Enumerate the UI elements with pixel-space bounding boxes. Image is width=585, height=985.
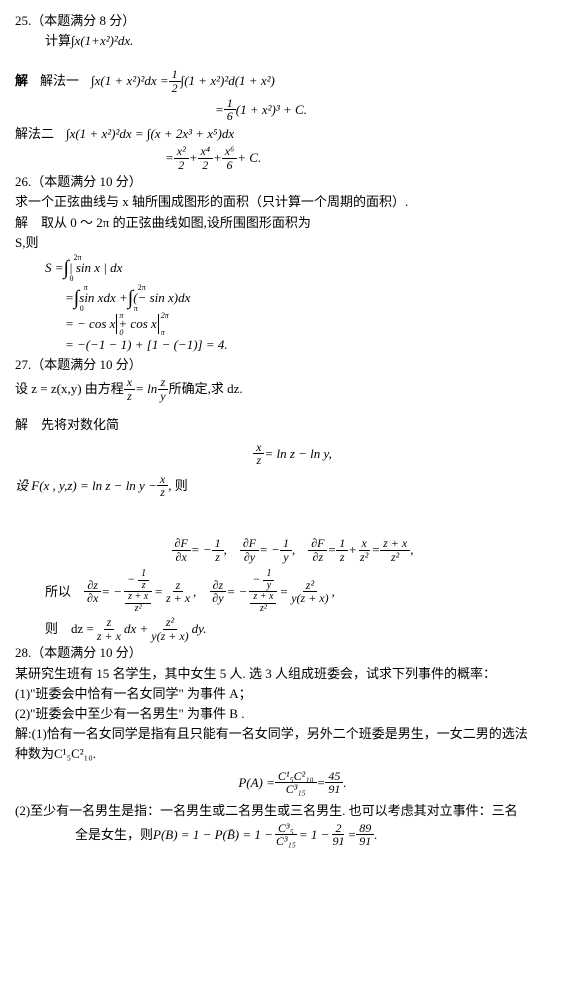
eval-bar-icon: 2ππ [158, 314, 159, 334]
q28-s1-post: 种数为C¹₅C²₁₀. [15, 745, 570, 763]
q26-header: 26.（本题满分 10 分） [15, 173, 570, 191]
q28-s1-pre: 解:(1)恰有一名女同学是指有且只能有一名女同学，另外二个班委是男生，一女二男的… [15, 725, 570, 743]
q25-m2: 解法二 ∫x(1 + x²)²dx = ∫(x + 2x³ + x⁵)dx [15, 125, 570, 143]
q25-m1-l1-lhs: ∫x(1 + x²)²dx = [91, 72, 169, 90]
integral-icon: ∫2π0 [64, 254, 69, 282]
q25-sol-label: 解 [15, 72, 28, 90]
q28-pa: P(A) = C¹₅C²₁₀C³₁₅ = 4591 . [15, 770, 570, 796]
integral-icon: ∫2ππ [128, 284, 133, 312]
q27-prompt: 设 z = z(x,y) 由方程 xz = ln zy 所确定,求 dz. [15, 376, 570, 402]
q28-p1: (1)"班委会中恰有一名女同学" 为事件 A； [15, 685, 570, 703]
q27-then: 则 dz = zz + x dx + z²y(z + x) dy. [45, 616, 570, 642]
q26-sol-l1: 解 取从 0 ～ 2π 的正弦曲线如图,设所围图形面积为 [15, 214, 570, 232]
q25-m1-l1-f1: 12 [169, 68, 181, 94]
q28-header: 28.（本题满分 10 分） [15, 644, 570, 662]
integral-icon: ∫π0 [74, 284, 79, 312]
q28-s2-l1: (2)至少有一名男生是指：一名男生或二名男生或三名男生. 也可以考虑其对立事件：… [15, 802, 570, 820]
q26-eq3: = − cos x π0 + cos x 2ππ [65, 314, 570, 334]
eval-bar-icon: π0 [116, 314, 117, 334]
q25-prompt-pre: 计算 [45, 32, 71, 50]
q25-m1-l2: = 16 (1 + x²)³ + C. [215, 97, 570, 123]
q26-eq4: = −(−1 − 1) + [1 − (−1)] = 4. [65, 336, 570, 354]
q25-prompt-math: ∫x(1+x²)²dx. [71, 32, 133, 50]
q25-m1-l1-rhs: ∫(1 + x²)²d(1 + x²) [181, 72, 275, 90]
q27-header: 27.（本题满分 10 分） [15, 356, 570, 374]
q28-p2: (2)"班委会中至少有一名男生" 为事件 B . [15, 705, 570, 723]
q27-so: 所以 ∂z∂x = − − 1z z + xz² = zz + x , ∂z∂y… [45, 569, 570, 614]
q28-prompt: 某研究生班有 15 名学生，其中女生 5 人. 选 3 人组成班委会，试求下列事… [15, 665, 570, 683]
q25-m1: 解 解法一 ∫x(1 + x²)²dx = 12 ∫(1 + x²)²d(1 +… [15, 68, 570, 94]
q25-m1-label: 解法一 [40, 72, 79, 90]
q26-prompt: 求一个正弦曲线与 x 轴所围成图形的面积（只计算一个周期的面积）. [15, 193, 570, 211]
q26-sol-l2: S,则 [15, 234, 570, 252]
q26-eq1: S = ∫2π0 | sin x | dx [45, 254, 570, 282]
q27-setF: 设 F(x , y,z) = ln z − ln y − xz , 则 [15, 473, 570, 499]
q26-eq2: = ∫π0 sin xdx + ∫2ππ (− sin x)dx [65, 284, 570, 312]
q25-header: 25.（本题满分 8 分） [15, 12, 570, 30]
q27-sol-label: 解 先将对数化简 [15, 416, 570, 434]
q28-s2-l2: 全是女生，则 P(B) = 1 − P(B̄) = 1 − C³₅C³₁₅ = … [75, 822, 570, 848]
q27-eq-c: xz = ln z − ln y, [15, 441, 570, 467]
q27-partials: ∂F∂x = − 1z , ∂F∂y = − 1y , ∂F∂z = 1z + … [15, 537, 570, 563]
q25-m2-l2: = x²2 + x⁴2 + x⁶6 + C. [165, 145, 570, 171]
q25-prompt: 计算 ∫x(1+x²)²dx. [45, 32, 570, 50]
